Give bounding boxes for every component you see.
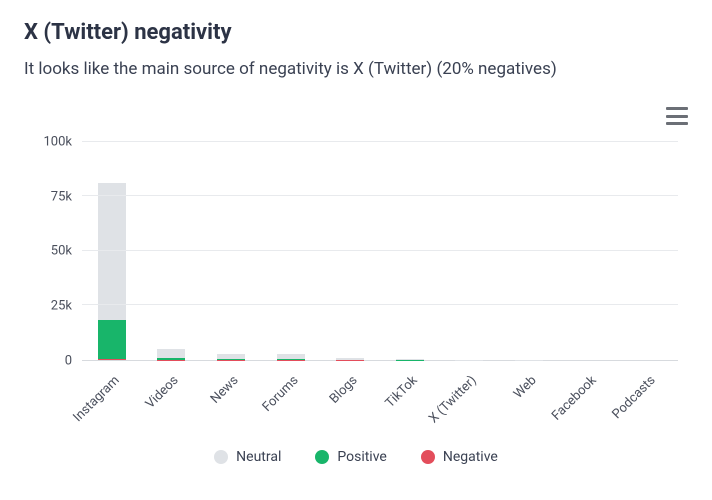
x-tick-label: X (Twitter)	[440, 367, 500, 445]
x-axis-labels: InstagramVideosNewsForumsBlogsTikTokX (T…	[24, 367, 688, 445]
grid-line	[82, 304, 678, 305]
plot-area	[82, 131, 678, 361]
x-tick-label: Videos	[142, 367, 202, 445]
grid-line	[82, 195, 678, 196]
y-tick-label: 50k	[51, 244, 72, 259]
legend-label: Positive	[337, 449, 386, 465]
bars-container	[82, 131, 678, 360]
x-tick-label: Web	[499, 367, 559, 445]
bar-column[interactable]	[142, 131, 202, 360]
grid-line	[82, 141, 678, 142]
legend-dot-icon	[421, 450, 435, 464]
bar-column[interactable]	[82, 131, 142, 360]
legend-dot-icon	[214, 450, 228, 464]
chart-area: 025k50k75k100k	[24, 131, 688, 361]
legend-item-positive[interactable]: Positive	[315, 449, 386, 465]
y-tick-label: 100k	[43, 134, 72, 149]
legend-item-neutral[interactable]: Neutral	[214, 449, 281, 465]
chart-menu-button[interactable]	[666, 107, 688, 125]
y-tick-label: 75k	[51, 189, 72, 204]
grid-line	[82, 250, 678, 251]
legend: Neutral Positive Negative	[24, 449, 688, 465]
bar-column[interactable]	[201, 131, 261, 360]
x-tick-label: TikTok	[380, 367, 440, 445]
x-tick-label: Instagram	[82, 367, 142, 445]
bar-column[interactable]	[559, 131, 619, 360]
x-tick-label: Forums	[261, 367, 321, 445]
bar-column[interactable]	[320, 131, 380, 360]
bar-segment-negative	[98, 359, 126, 360]
x-tick-label: Podcasts	[618, 367, 678, 445]
legend-item-negative[interactable]: Negative	[421, 449, 498, 465]
x-tick-label: News	[201, 367, 261, 445]
page-title: X (Twitter) negativity	[24, 20, 688, 45]
bar-column[interactable]	[618, 131, 678, 360]
bar-column[interactable]	[261, 131, 321, 360]
bar-column[interactable]	[440, 131, 500, 360]
subtitle-text: It looks like the main source of negativ…	[24, 59, 688, 79]
hamburger-icon	[666, 107, 688, 110]
x-tick-label: Blogs	[320, 367, 380, 445]
bar-segment-neutral	[98, 183, 126, 320]
bar-column[interactable]	[380, 131, 440, 360]
y-tick-label: 0	[65, 354, 72, 369]
legend-label: Neutral	[236, 449, 281, 465]
x-tick-label: Facebook	[559, 367, 619, 445]
bar-column[interactable]	[499, 131, 559, 360]
y-axis: 025k50k75k100k	[24, 131, 78, 361]
legend-label: Negative	[443, 449, 498, 465]
bar-segment-positive	[98, 320, 126, 359]
bar-segment-neutral	[157, 349, 185, 358]
y-tick-label: 25k	[51, 299, 72, 314]
legend-dot-icon	[315, 450, 329, 464]
